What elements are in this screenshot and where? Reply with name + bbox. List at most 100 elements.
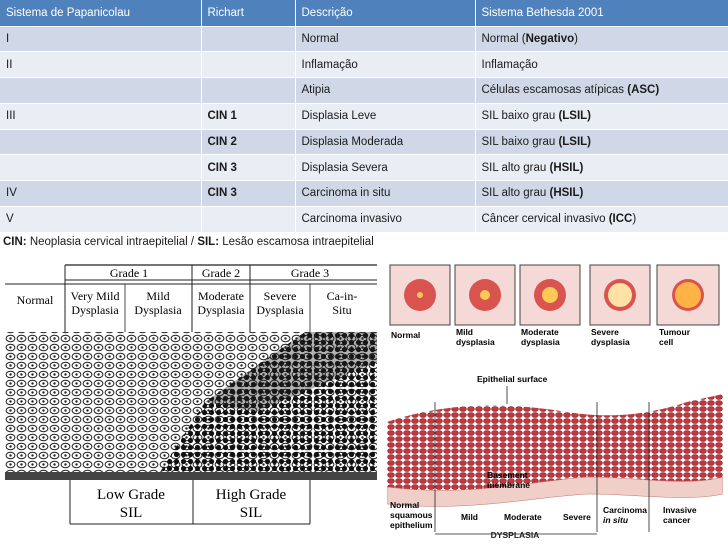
cell-pap: I xyxy=(0,25,201,52)
cell-box-normal xyxy=(389,264,451,326)
moderate-label-1: Moderate xyxy=(198,289,244,303)
label-carcinoma-2: in situ xyxy=(603,515,629,525)
label-basement-2: membrane xyxy=(487,480,530,490)
cin-text: Neoplasia cervical intraepitelial / xyxy=(26,236,198,248)
cell-desc: Displasia Leve xyxy=(294,102,475,129)
bethesda-bold: (LSIL) xyxy=(558,110,592,123)
label-invasive-2: cancer xyxy=(663,515,691,525)
cell-pap: V xyxy=(0,205,201,232)
dysplasia-progression-diagram: Normal Mild dysplasia Moderate dysplasia… xyxy=(386,262,724,542)
table-row: V Carcinoma invasivo Câncer cervical inv… xyxy=(0,205,728,232)
dysplastic-cells-region xyxy=(155,332,377,480)
label-dysplasia: DYSPLASIA xyxy=(491,530,540,540)
cell-richart xyxy=(200,51,295,78)
low-grade-label-1: Low Grade xyxy=(97,487,165,503)
cell-desc: Inflamação xyxy=(294,51,475,78)
cell-richart xyxy=(200,25,295,52)
cell-bethesda: Células escamosas atípicas (ASC) xyxy=(474,77,728,104)
cell-pap: IV xyxy=(0,180,201,207)
abbreviation-legend: CIN: Neoplasia cervical intraepitelial /… xyxy=(3,236,374,248)
cell-richart: CIN 3 xyxy=(200,180,295,207)
epithelium-strip xyxy=(387,394,723,491)
table-row: II Inflamação Inflamação xyxy=(0,51,728,78)
header-richart: Richart xyxy=(200,0,295,26)
label-normal-squamous-2: squamous xyxy=(390,510,433,520)
cell-bethesda: Câncer cervical invasivo (ICC) xyxy=(474,205,728,232)
bethesda-text: SIL alto grau xyxy=(481,187,550,200)
label-normal: Normal xyxy=(391,330,420,340)
cell-box-tumour xyxy=(656,264,720,326)
sil-text: Lesão escamosa intraepitelial xyxy=(219,236,374,248)
histology-svg: Grade 1 Grade 2 Grade 3 Normal Very Mild… xyxy=(5,262,377,542)
bethesda-text: SIL baixo grau xyxy=(481,135,559,148)
bethesda-text: SIL baixo grau xyxy=(481,110,559,123)
bethesda-bold: (ASC) xyxy=(627,84,660,97)
sil-abbr: SIL: xyxy=(197,236,220,248)
bethesda-bold: (HSIL) xyxy=(549,161,584,174)
cell-richart xyxy=(200,77,295,104)
label-severe-1: Severe xyxy=(591,327,619,337)
cell-pap xyxy=(0,128,201,155)
cell-pap xyxy=(0,154,201,181)
histology-grade-diagram: Grade 1 Grade 2 Grade 3 Normal Very Mild… xyxy=(5,262,377,542)
table-row: III CIN 1 Displasia Leve SIL baixo grau … xyxy=(0,102,728,129)
cell-desc: Normal xyxy=(294,25,475,52)
table-row: IV CIN 3 Carcinoma in situ SIL alto grau… xyxy=(0,180,728,207)
cin-abbr: CIN: xyxy=(3,236,27,248)
high-grade-label-2: SIL xyxy=(240,505,263,521)
bethesda-text: Células escamosas atípicas xyxy=(481,84,628,97)
cell-pap xyxy=(0,77,201,104)
cell-pap: II xyxy=(0,51,201,78)
mild-label-2: Dysplasia xyxy=(134,303,182,317)
label-carcinoma-1: Carcinoma xyxy=(603,505,647,515)
label-tumour-1: Tumour xyxy=(659,327,691,337)
normal-label: Normal xyxy=(17,293,54,307)
bethesda-bold: (LSIL) xyxy=(558,135,592,148)
cell-desc: Atipia xyxy=(294,77,475,104)
cell-bethesda: SIL alto grau (HSIL) xyxy=(474,154,728,181)
cell-box-severe xyxy=(589,264,651,326)
label-normal-squamous-3: epithelium xyxy=(390,520,433,530)
bethesda-tail: ) xyxy=(632,213,637,226)
table-row: CIN 3 Displasia Severa SIL alto grau (HS… xyxy=(0,154,728,181)
bethesda-bold: Negativo xyxy=(525,32,575,45)
cell-richart: CIN 2 xyxy=(200,128,295,155)
cell-desc: Carcinoma invasivo xyxy=(294,205,475,232)
bethesda-text: Câncer cervical invasivo xyxy=(481,213,609,226)
severe-label-1: Severe xyxy=(264,289,297,303)
label-severe: Severe xyxy=(563,512,591,522)
header-papanicolau: Sistema de Papanicolau xyxy=(0,0,201,26)
bethesda-text: SIL alto grau xyxy=(481,161,550,174)
grade3-label: Grade 3 xyxy=(291,266,329,280)
table-header-row: Sistema de Papanicolau Richart Descrição… xyxy=(0,0,728,26)
label-moderate-2: dysplasia xyxy=(521,337,560,347)
label-normal-squamous-1: Normal xyxy=(390,500,419,510)
bethesda-text: Normal ( xyxy=(481,32,526,45)
bethesda-bold: (ICC xyxy=(608,213,633,226)
grade1-label: Grade 1 xyxy=(110,266,148,280)
bethesda-text: Inflamação xyxy=(481,58,538,71)
label-moderate: Moderate xyxy=(504,512,542,522)
label-basement-1: Basement xyxy=(487,470,528,480)
bethesda-tail: ) xyxy=(574,32,579,45)
cell-bethesda: SIL baixo grau (LSIL) xyxy=(474,128,728,155)
mild-label-1: Mild xyxy=(146,289,169,303)
label-epithelial-surface: Epithelial surface xyxy=(477,374,548,384)
cell-box-moderate xyxy=(519,264,581,326)
very-mild-label-2: Dysplasia xyxy=(71,303,119,317)
very-mild-label-1: Very Mild xyxy=(71,289,120,303)
cis-label-2: Situ xyxy=(332,303,351,317)
label-mild-1: Mild xyxy=(456,327,473,337)
cell-desc: Displasia Severa xyxy=(294,154,475,181)
classification-table: Sistema de Papanicolau Richart Descrição… xyxy=(0,0,728,232)
cell-box-mild xyxy=(454,264,516,326)
header-bethesda: Sistema Bethesda 2001 xyxy=(474,0,728,26)
label-tumour-2: cell xyxy=(659,337,673,347)
bethesda-bold: (HSIL) xyxy=(549,187,584,200)
cell-bethesda: SIL baixo grau (LSIL) xyxy=(474,102,728,129)
low-grade-label-2: SIL xyxy=(120,505,143,521)
label-moderate-1: Moderate xyxy=(521,327,559,337)
cell-richart xyxy=(200,205,295,232)
cis-label-1: Ca-in- xyxy=(327,289,358,303)
cell-desc: Carcinoma in situ xyxy=(294,180,475,207)
